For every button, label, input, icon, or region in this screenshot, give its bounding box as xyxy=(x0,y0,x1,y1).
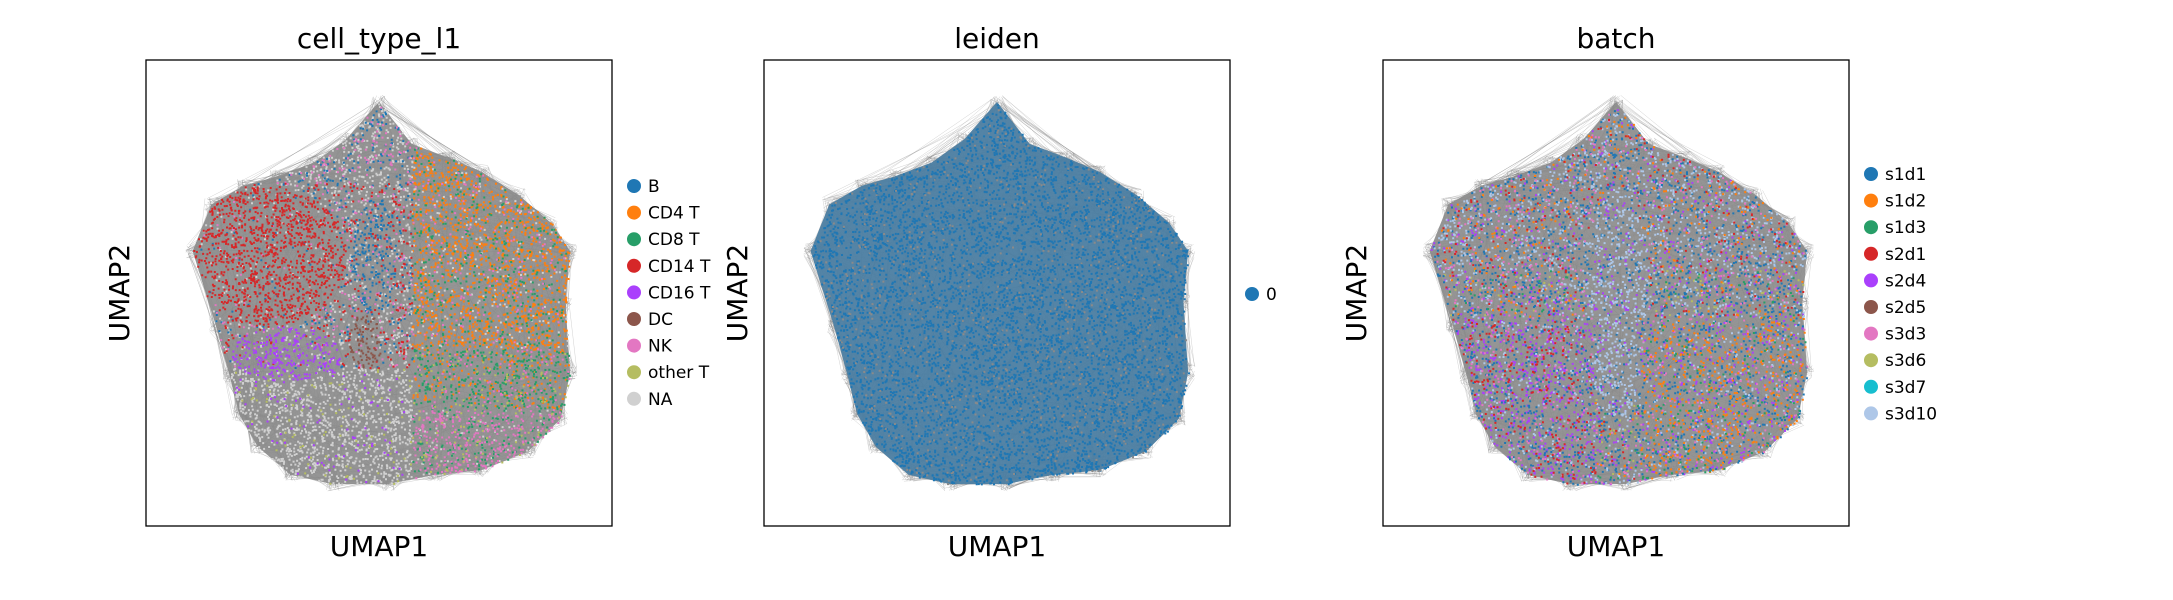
axes-frame xyxy=(763,59,1231,527)
legend-label: s1d3 xyxy=(1885,218,1926,238)
legend-marker xyxy=(1864,193,1878,208)
legend-marker xyxy=(627,232,641,247)
x-axis-label: UMAP1 xyxy=(330,530,429,563)
point-group xyxy=(193,182,414,370)
legend: s1d1 s1d2 s1d3 s2d1 s2d4 s2d5 s3d3 s3d6 s3d7 s3d1… xyxy=(1864,165,1937,424)
x-axis-label: UMAP1 xyxy=(948,530,1047,563)
legend-item: s2d5 xyxy=(1864,298,1926,318)
legend-marker xyxy=(627,391,641,406)
legend-label: s1d1 xyxy=(1885,165,1926,185)
scatter-points xyxy=(1430,109,1809,486)
legend-label: DC xyxy=(648,310,673,330)
legend-marker xyxy=(1864,167,1878,181)
legend-item: s3d10 xyxy=(1864,404,1937,424)
legend-label: s1d2 xyxy=(1885,192,1926,212)
legend-marker xyxy=(1864,326,1878,341)
legend-item: s1d2 xyxy=(1864,192,1926,212)
point-group xyxy=(411,147,571,475)
umap-panel-2: leiden UMAP1 UMAP2 0 xyxy=(721,22,1277,563)
legend-label: s3d10 xyxy=(1885,404,1937,424)
legend-item: s1d3 xyxy=(1864,218,1926,238)
legend: 0 xyxy=(1245,285,1277,305)
legend-item: s3d6 xyxy=(1864,351,1926,371)
legend-label: s3d7 xyxy=(1885,378,1926,398)
legend-item: s2d1 xyxy=(1864,245,1926,265)
legend-item: 0 xyxy=(1245,285,1277,305)
legend-marker xyxy=(627,258,641,273)
legend-label: CD14 T xyxy=(648,257,711,277)
legend-label: s2d1 xyxy=(1885,245,1926,265)
point-group xyxy=(232,326,406,484)
legend-label: other T xyxy=(648,363,710,383)
legend-label: NK xyxy=(648,337,673,357)
legend-marker xyxy=(627,179,641,193)
legend-marker xyxy=(1864,353,1878,368)
umap-panel-3: batchUMAP1UMAP2s1d1s1d2s1d3s2d1s2d4s2d5s… xyxy=(1340,22,1937,563)
plot-title: leiden xyxy=(954,22,1040,55)
y-axis-label: UMAP2 xyxy=(721,244,754,343)
legend-marker xyxy=(1864,379,1878,394)
legend-marker xyxy=(1864,220,1878,235)
legend-marker xyxy=(627,338,641,353)
legend-item: other T xyxy=(627,363,710,383)
point-group xyxy=(1441,116,1807,480)
legend-item: s3d3 xyxy=(1864,325,1926,345)
legend-item: s3d7 xyxy=(1864,378,1926,398)
legend-item: s2d4 xyxy=(1864,271,1926,291)
scatter-points xyxy=(193,103,571,486)
legend-marker xyxy=(627,205,641,220)
legend-item: s1d1 xyxy=(1864,165,1926,185)
legend-marker xyxy=(627,285,641,300)
umap-panel-1: cell_type_l1 UMAP1 UMAP2 B CD4 T CD8 T CD14 T C… xyxy=(103,22,711,563)
legend-label: s2d4 xyxy=(1885,271,1926,291)
legend-label: NA xyxy=(648,390,673,410)
plot-area xyxy=(803,95,1196,492)
axes-frame xyxy=(145,59,613,527)
legend-item: NK xyxy=(627,337,673,357)
plot-title: cell_type_l1 xyxy=(297,22,461,55)
y-axis-label: UMAP2 xyxy=(103,244,136,343)
legend-label: 0 xyxy=(1266,285,1277,305)
legend: B CD4 T CD8 T CD14 T CD16 T DC NK other T NA xyxy=(627,177,711,410)
point-group xyxy=(348,315,382,369)
x-axis-label: UMAP1 xyxy=(1567,530,1666,563)
legend-marker xyxy=(627,365,641,380)
legend-item: B xyxy=(627,177,660,197)
point-group xyxy=(235,350,569,485)
legend-marker xyxy=(627,312,641,326)
plot-title: batch xyxy=(1576,22,1655,55)
legend-item: CD8 T xyxy=(627,230,700,250)
legend-label: B xyxy=(648,177,660,197)
legend-marker xyxy=(1864,406,1878,421)
legend-label: CD16 T xyxy=(648,283,711,303)
legend-item: NA xyxy=(627,390,673,410)
legend-item: CD4 T xyxy=(627,204,700,224)
legend-label: CD4 T xyxy=(648,204,700,224)
y-axis-label: UMAP2 xyxy=(1340,244,1373,343)
legend-marker xyxy=(1245,287,1259,301)
point-group xyxy=(1436,118,1805,485)
legend-label: s3d6 xyxy=(1885,351,1926,371)
axes-frame xyxy=(1382,59,1850,527)
legend-label: s3d3 xyxy=(1885,325,1926,345)
legend-item: DC xyxy=(627,310,673,330)
legend-marker xyxy=(1864,273,1878,288)
plot-area xyxy=(185,94,578,492)
plot-area xyxy=(1422,94,1815,492)
point-group xyxy=(199,103,569,486)
legend-marker xyxy=(1864,246,1878,261)
legend-label: CD8 T xyxy=(648,230,700,250)
legend-label: s2d5 xyxy=(1885,298,1926,318)
legend-item: CD16 T xyxy=(627,283,711,303)
legend-item: CD14 T xyxy=(627,257,711,277)
legend-marker xyxy=(1864,300,1878,314)
